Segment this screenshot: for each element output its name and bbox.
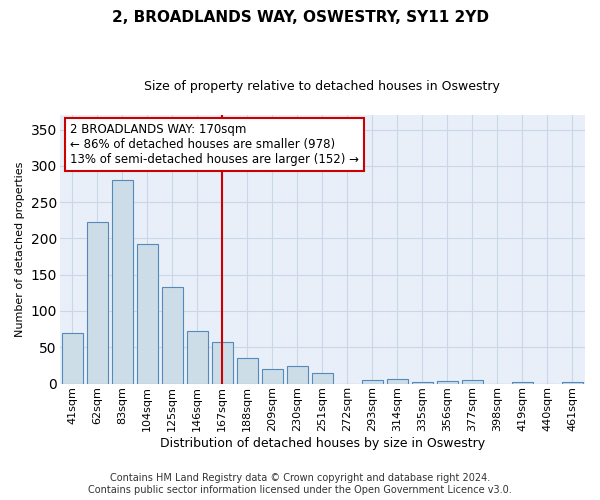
X-axis label: Distribution of detached houses by size in Oswestry: Distribution of detached houses by size …: [160, 437, 485, 450]
Bar: [236, 358, 258, 384]
Bar: [312, 374, 333, 384]
Bar: [137, 244, 158, 384]
Text: 2, BROADLANDS WAY, OSWESTRY, SY11 2YD: 2, BROADLANDS WAY, OSWESTRY, SY11 2YD: [112, 10, 488, 25]
Bar: [212, 342, 233, 384]
Bar: [62, 332, 83, 384]
Bar: [512, 382, 533, 384]
Bar: [262, 369, 283, 384]
Y-axis label: Number of detached properties: Number of detached properties: [15, 162, 25, 337]
Bar: [462, 380, 483, 384]
Bar: [86, 222, 108, 384]
Text: Contains HM Land Registry data © Crown copyright and database right 2024.
Contai: Contains HM Land Registry data © Crown c…: [88, 474, 512, 495]
Bar: [161, 287, 183, 384]
Bar: [287, 366, 308, 384]
Bar: [187, 330, 208, 384]
Bar: [362, 380, 383, 384]
Bar: [437, 380, 458, 384]
Bar: [412, 382, 433, 384]
Bar: [387, 379, 408, 384]
Bar: [112, 180, 133, 384]
Bar: [562, 382, 583, 384]
Text: 2 BROADLANDS WAY: 170sqm
← 86% of detached houses are smaller (978)
13% of semi-: 2 BROADLANDS WAY: 170sqm ← 86% of detach…: [70, 123, 359, 166]
Title: Size of property relative to detached houses in Oswestry: Size of property relative to detached ho…: [145, 80, 500, 93]
